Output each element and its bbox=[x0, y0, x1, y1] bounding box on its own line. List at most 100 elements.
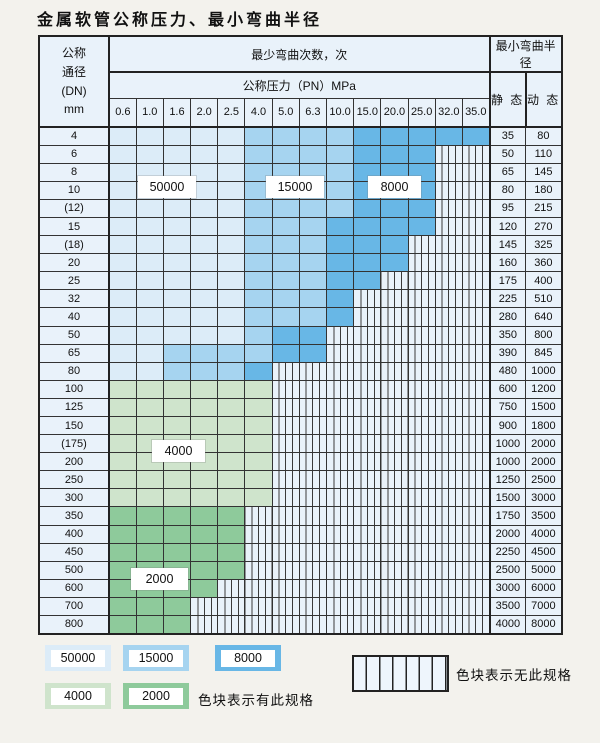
no-spec-cell bbox=[298, 434, 328, 454]
no-spec-cell bbox=[407, 415, 436, 436]
no-spec-cell bbox=[298, 560, 328, 580]
no-spec-cell bbox=[380, 271, 409, 291]
no-spec-cell bbox=[271, 415, 300, 436]
no-spec-cell bbox=[434, 361, 463, 381]
spec-cell bbox=[108, 361, 137, 381]
spec-cell bbox=[244, 271, 273, 291]
spec-cell bbox=[325, 271, 355, 291]
table-row: 32 225 510 bbox=[38, 289, 563, 309]
radius-header: 最小弯曲半径 bbox=[489, 35, 563, 73]
no-spec-cell bbox=[407, 271, 436, 291]
dn-cell: 125 bbox=[38, 397, 110, 418]
spec-cell bbox=[217, 271, 246, 291]
spec-cell bbox=[108, 542, 137, 562]
spec-cell bbox=[217, 488, 246, 508]
no-spec-cell bbox=[407, 289, 436, 309]
no-spec-cell bbox=[461, 560, 491, 580]
pressure-value-header: 20.0 bbox=[380, 97, 409, 128]
table-row: 450 2250 4500 bbox=[38, 542, 563, 562]
no-spec-cell bbox=[325, 361, 355, 381]
no-spec-cell bbox=[353, 307, 382, 327]
no-spec-cell bbox=[380, 524, 409, 544]
no-spec-cell bbox=[298, 452, 328, 472]
spec-cell bbox=[190, 289, 219, 309]
dynamic-cell: 7000 bbox=[525, 596, 563, 617]
spec-cell bbox=[217, 415, 246, 436]
spec-cell bbox=[298, 198, 328, 218]
dynamic-cell: 145 bbox=[525, 162, 563, 182]
spec-table-el: 公称 通径 (DN) mm 最少弯曲次数，次 最小弯曲半径 公称压力（PN）MPa 静 … bbox=[38, 35, 563, 635]
spec-cell bbox=[298, 253, 328, 273]
static-cell: 350 bbox=[488, 325, 527, 345]
spec-cell bbox=[190, 325, 219, 345]
no-spec-cell bbox=[353, 452, 382, 472]
no-spec-cell bbox=[434, 325, 463, 345]
static-cell: 2250 bbox=[488, 542, 527, 562]
spec-cell bbox=[162, 343, 192, 363]
no-spec-cell bbox=[407, 488, 436, 508]
pressure-value-header: 10.0 bbox=[325, 97, 355, 128]
spec-cell bbox=[244, 379, 273, 399]
dn-cell: 150 bbox=[38, 415, 110, 436]
spec-cell bbox=[162, 397, 192, 418]
dynamic-cell: 2500 bbox=[525, 470, 563, 490]
spec-cell bbox=[298, 235, 328, 255]
no-spec-cell bbox=[434, 289, 463, 309]
spec-cell bbox=[190, 361, 219, 381]
spec-cell bbox=[380, 198, 409, 218]
no-spec-cell bbox=[434, 379, 463, 399]
static-cell: 95 bbox=[488, 198, 527, 218]
spec-cell bbox=[190, 235, 219, 255]
dn-cell: 600 bbox=[38, 578, 110, 598]
spec-cell bbox=[135, 343, 164, 363]
no-spec-cell bbox=[380, 379, 409, 399]
no-spec-cell bbox=[434, 488, 463, 508]
pressure-value-header: 35.0 bbox=[461, 97, 491, 128]
pressure-value-header: 1.0 bbox=[135, 97, 164, 128]
table-row: (175) 1000 2000 bbox=[38, 434, 563, 454]
table-row: 200 1000 2000 bbox=[38, 452, 563, 472]
spec-cell bbox=[244, 235, 273, 255]
spec-cell bbox=[217, 325, 246, 345]
spec-cell bbox=[135, 379, 164, 399]
no-spec-cell bbox=[434, 271, 463, 291]
dynamic-cell: 845 bbox=[525, 343, 563, 363]
spec-cell bbox=[325, 307, 355, 327]
static-cell: 600 bbox=[488, 379, 527, 399]
spec-cell bbox=[108, 343, 137, 363]
pressure-value-header: 32.0 bbox=[434, 97, 463, 128]
table-row: 80 480 1000 bbox=[38, 361, 563, 381]
no-spec-cell bbox=[434, 470, 463, 490]
no-spec-cell bbox=[244, 524, 273, 544]
no-spec-cell bbox=[461, 506, 491, 526]
dn-cell: 80 bbox=[38, 361, 110, 381]
no-spec-cell bbox=[461, 470, 491, 490]
no-spec-cell bbox=[461, 235, 491, 255]
spec-cell bbox=[271, 216, 300, 237]
spec-cell bbox=[135, 307, 164, 327]
static-cell: 2500 bbox=[488, 560, 527, 580]
no-spec-cell bbox=[461, 415, 491, 436]
legend-swatch-label: 8000 bbox=[221, 649, 275, 667]
spec-cell bbox=[217, 470, 246, 490]
no-spec-cell bbox=[217, 578, 246, 598]
no-spec-cell bbox=[407, 307, 436, 327]
no-spec-cell bbox=[407, 235, 436, 255]
no-spec-cell bbox=[353, 379, 382, 399]
spec-cell bbox=[407, 144, 436, 164]
no-spec-cell bbox=[244, 542, 273, 562]
spec-cell bbox=[135, 415, 164, 436]
no-spec-cell bbox=[244, 615, 273, 635]
dn-cell: 400 bbox=[38, 524, 110, 544]
no-spec-cell bbox=[271, 470, 300, 490]
spec-cell bbox=[135, 144, 164, 164]
dynamic-cell: 1500 bbox=[525, 397, 563, 418]
no-spec-cell bbox=[244, 578, 273, 598]
no-spec-cell bbox=[380, 415, 409, 436]
static-cell: 4000 bbox=[488, 615, 527, 635]
no-spec-cell bbox=[407, 361, 436, 381]
no-spec-cell bbox=[461, 325, 491, 345]
no-spec-cell bbox=[461, 397, 491, 418]
no-spec-cell bbox=[271, 506, 300, 526]
no-spec-cell bbox=[434, 615, 463, 635]
